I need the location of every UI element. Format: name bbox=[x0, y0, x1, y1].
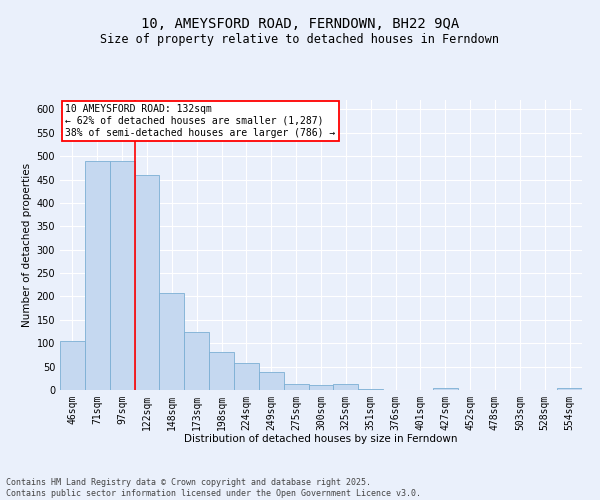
X-axis label: Distribution of detached houses by size in Ferndown: Distribution of detached houses by size … bbox=[184, 434, 458, 444]
Bar bbox=[234, 364, 259, 390]
Bar bbox=[60, 341, 85, 390]
Bar bbox=[334, 384, 358, 390]
Bar bbox=[557, 388, 582, 390]
Bar bbox=[284, 384, 308, 390]
Bar bbox=[184, 332, 209, 390]
Bar bbox=[85, 161, 110, 390]
Y-axis label: Number of detached properties: Number of detached properties bbox=[22, 163, 32, 327]
Text: 10, AMEYSFORD ROAD, FERNDOWN, BH22 9QA: 10, AMEYSFORD ROAD, FERNDOWN, BH22 9QA bbox=[141, 18, 459, 32]
Bar bbox=[308, 386, 334, 390]
Bar bbox=[209, 352, 234, 390]
Bar bbox=[358, 389, 383, 390]
Bar bbox=[259, 372, 284, 390]
Bar bbox=[160, 293, 184, 390]
Text: Size of property relative to detached houses in Ferndown: Size of property relative to detached ho… bbox=[101, 32, 499, 46]
Text: 10 AMEYSFORD ROAD: 132sqm
← 62% of detached houses are smaller (1,287)
38% of se: 10 AMEYSFORD ROAD: 132sqm ← 62% of detac… bbox=[65, 104, 335, 138]
Bar bbox=[433, 388, 458, 390]
Bar bbox=[110, 161, 134, 390]
Text: Contains HM Land Registry data © Crown copyright and database right 2025.
Contai: Contains HM Land Registry data © Crown c… bbox=[6, 478, 421, 498]
Bar bbox=[134, 175, 160, 390]
